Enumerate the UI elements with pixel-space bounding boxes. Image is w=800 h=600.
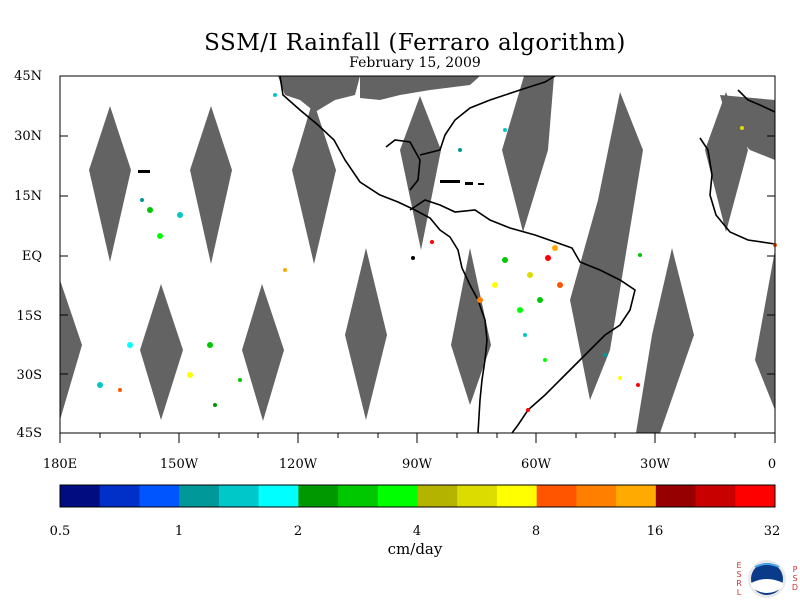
islands: [138, 170, 484, 260]
swath-gap: [242, 284, 284, 421]
swath-gap: [89, 106, 131, 262]
swath-gap: [502, 76, 554, 232]
swath-gap: [755, 250, 775, 410]
colorbar-swatch: [576, 485, 617, 507]
europe-coast: [737, 89, 776, 113]
island: [440, 180, 460, 183]
colorbar-swatch: [179, 485, 220, 507]
swath-gap: [345, 248, 387, 420]
colorbar-tick-label: 2: [294, 524, 302, 539]
noaa-emblem-icon: [748, 560, 786, 598]
colorbar-swatch: [258, 485, 299, 507]
lon-label: 30W: [640, 457, 671, 472]
land-patch: [360, 76, 480, 100]
colorbar-tick-label: 0.5: [50, 524, 71, 539]
lon-label: 180E: [43, 457, 77, 472]
gulf-of-mexico: [385, 139, 421, 191]
swath-gap: [400, 96, 441, 250]
south-america-east-coast: [409, 199, 636, 434]
island: [465, 182, 473, 185]
lon-ticks: [59, 433, 776, 443]
rainfall-cells: [97, 93, 777, 412]
colorbar-swatch: [695, 485, 736, 507]
lat-label: 15N: [14, 189, 42, 204]
africa-coast: [699, 137, 776, 245]
colorbar-unit: cm/day: [387, 540, 443, 558]
lat-label: 45N: [14, 69, 42, 84]
colorbar-swatch: [417, 485, 458, 507]
swath-gap: [140, 284, 183, 420]
colorbar-tick-label: 16: [647, 524, 664, 539]
land-patch: [720, 95, 775, 160]
lat-label: 30S: [17, 368, 42, 383]
colorbar-swatch: [298, 485, 339, 507]
lon-label: 90W: [402, 457, 433, 472]
lat-label: 45S: [17, 426, 42, 441]
colorbar-swatch: [457, 485, 498, 507]
colorbar-swatch: [496, 485, 538, 507]
chart-date: February 15, 2009: [349, 55, 481, 71]
colorbar-swatch: [338, 485, 379, 507]
north-america-east-coast: [419, 75, 556, 156]
colorbar-swatch: [139, 485, 180, 507]
colorbar: [60, 485, 776, 507]
land-patch: [278, 76, 360, 112]
colorbar-frame: [59, 484, 776, 508]
swath-gap: [292, 100, 336, 264]
americas-west-coast: [279, 75, 488, 434]
island: [138, 170, 150, 173]
lon-label: 0: [768, 457, 776, 472]
colorbar-swatch: [536, 485, 577, 507]
colorbar-swatch: [377, 485, 418, 507]
lat-label: 15S: [17, 309, 42, 324]
colorbar-ticks: 0.5 1 2 4 8 16 32: [50, 524, 781, 539]
colorbar-swatch: [655, 485, 697, 507]
island: [411, 256, 415, 260]
colorbar-swatch: [99, 485, 140, 507]
colorbar-tick-label: 8: [532, 524, 540, 539]
colorbar-swatch: [60, 485, 101, 507]
swath-gap: [636, 248, 694, 433]
swath-gaps: [60, 76, 775, 433]
lat-ticks: [60, 75, 775, 434]
lon-label: 150W: [160, 457, 199, 472]
colorbar-tick-label: 4: [413, 524, 421, 539]
chart-title: SSM/I Rainfall (Ferraro algorithm): [204, 30, 626, 56]
land-areas: [278, 76, 775, 160]
coastlines: [279, 75, 776, 434]
colorbar-swatch: [616, 485, 657, 507]
colorbar-tick-label: 32: [764, 524, 781, 539]
swath-gap: [451, 248, 491, 405]
island: [478, 183, 484, 185]
colorbar-swatch: [218, 485, 260, 507]
swath-gap: [190, 106, 232, 264]
lat-label: EQ: [22, 249, 42, 264]
lon-label: 120W: [279, 457, 318, 472]
colorbar-tick-label: 1: [175, 524, 183, 539]
lat-label: 30N: [14, 129, 42, 144]
colorbar-swatch: [735, 485, 776, 507]
lon-label: 60W: [521, 457, 552, 472]
swath-gap: [570, 92, 643, 400]
